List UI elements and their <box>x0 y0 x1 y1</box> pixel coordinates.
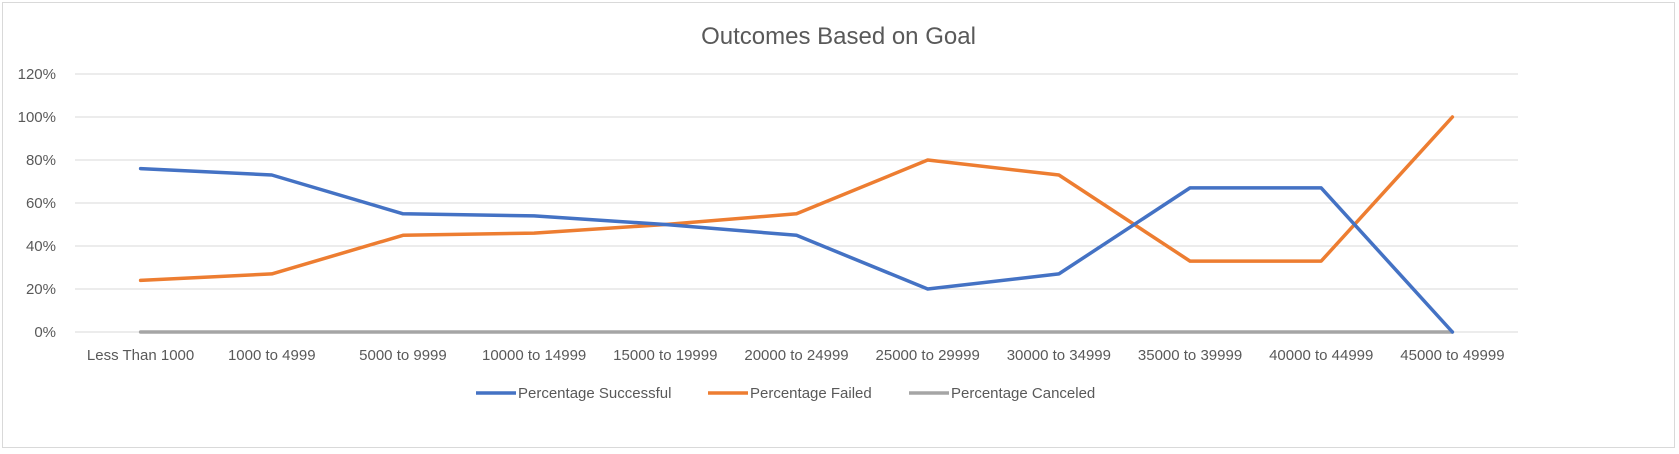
y-tick-label: 120% <box>18 66 56 83</box>
series-lines <box>138 115 1455 334</box>
y-tick-label: 100% <box>18 109 56 126</box>
y-tick-label: 40% <box>26 238 56 255</box>
y-tick-label: 0% <box>34 324 56 341</box>
series-line-1 <box>138 115 1455 283</box>
y-tick-label: 80% <box>26 152 56 169</box>
legend: Percentage Successful Percentage Failed Pe… <box>476 385 1095 402</box>
x-tick-label: 25000 to 29999 <box>876 347 980 364</box>
chart-svg: 0% 20% 40% 60% 80% 100% 120% Less Than 1000 100… <box>18 66 1518 402</box>
legend-label: Percentage Successful <box>518 385 671 402</box>
x-tick-label: 15000 to 19999 <box>613 347 717 364</box>
x-tick-label: 5000 to 9999 <box>359 347 447 364</box>
x-tick-labels: Less Than 1000 1000 to 4999 5000 to 9999 10… <box>87 347 1505 364</box>
x-tick-label: 40000 to 44999 <box>1269 347 1373 364</box>
x-tick-label: 1000 to 4999 <box>228 347 316 364</box>
y-tick-label: 20% <box>26 281 56 298</box>
x-tick-label: 20000 to 24999 <box>744 347 848 364</box>
x-tick-label: Less Than 1000 <box>87 347 194 364</box>
x-tick-label: 45000 to 49999 <box>1400 347 1504 364</box>
x-tick-label: 10000 to 14999 <box>482 347 586 364</box>
legend-label: Percentage Failed <box>750 385 872 402</box>
grid-layer <box>75 73 1518 333</box>
y-tick-labels: 0% 20% 40% 60% 80% 100% 120% <box>18 66 56 341</box>
x-tick-label: 35000 to 39999 <box>1138 347 1242 364</box>
series-line-0 <box>138 166 1455 334</box>
x-tick-label: 30000 to 34999 <box>1007 347 1111 364</box>
legend-label: Percentage Canceled <box>951 385 1095 402</box>
chart-title: Outcomes Based on Goal <box>701 23 976 50</box>
y-tick-label: 60% <box>26 195 56 212</box>
chart-frame: Outcomes Based on Goal 0% 20% 40% 60% 80% 100… <box>2 2 1675 448</box>
